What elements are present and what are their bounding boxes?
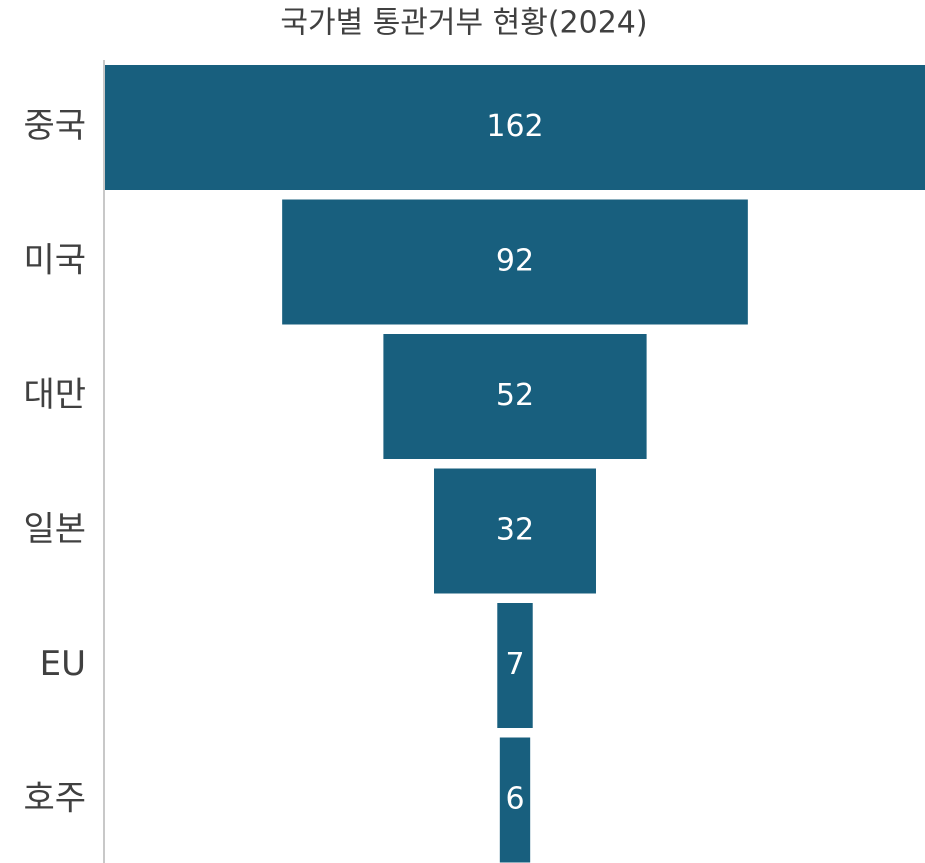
funnel-bar bbox=[383, 334, 647, 459]
category-label: 미국 bbox=[23, 241, 86, 281]
chart-title: 국가별 통관거부 현황(2024) bbox=[280, 6, 647, 41]
funnel-bar bbox=[499, 737, 531, 863]
funnel-bar bbox=[497, 603, 533, 728]
category-label: 중국 bbox=[23, 106, 86, 146]
category-label: 대만 bbox=[23, 375, 86, 415]
funnel-bar bbox=[105, 65, 925, 190]
category-label: EU bbox=[40, 644, 86, 684]
value-label: 162 bbox=[486, 109, 543, 144]
value-label: 7 bbox=[505, 647, 524, 682]
value-label: 92 bbox=[496, 244, 534, 279]
value-label: 32 bbox=[496, 513, 534, 548]
category-label: 일본 bbox=[23, 510, 86, 550]
value-label: 6 bbox=[505, 782, 524, 817]
value-label: 52 bbox=[496, 378, 534, 413]
funnel-bar bbox=[434, 468, 596, 594]
category-label: 호주 bbox=[23, 779, 86, 819]
funnel-bar bbox=[282, 199, 748, 325]
